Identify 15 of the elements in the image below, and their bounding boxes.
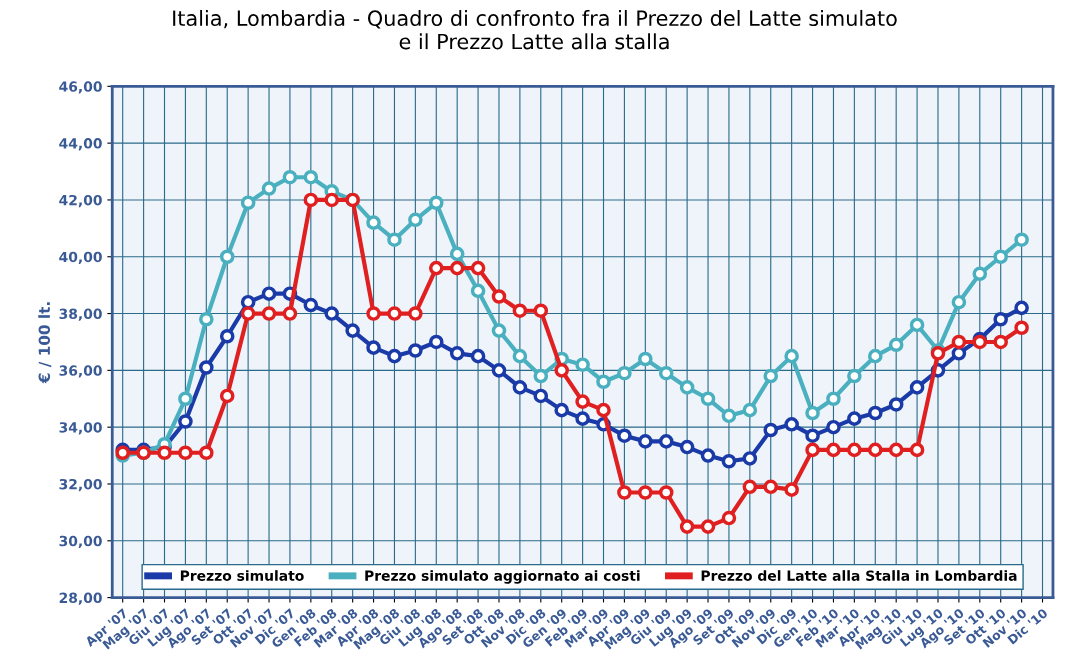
y-tick-label: 44,00 <box>59 138 102 151</box>
y-tick-label: 42,00 <box>59 194 102 208</box>
y-tick-label: 30,00 <box>59 535 102 549</box>
y-tick-label: 28,00 <box>59 592 102 605</box>
legend-label: Prezzo simulato aggiornato ai costi <box>365 570 640 584</box>
y-tick-label: 34,00 <box>59 422 102 435</box>
y-axis-title: € / 100 lt. <box>38 302 52 384</box>
y-tick-label: 36,00 <box>59 365 102 378</box>
chart-title: Italia, Lombardia - Quadro di confronto fra il Prezzo del Latte simulato e il Prezzo Latte alla stalla <box>173 9 897 50</box>
y-tick-label: 40,00 <box>59 251 102 264</box>
y-tick-label: 46,00 <box>59 81 102 94</box>
y-tick-label: 38,00 <box>59 308 102 321</box>
legend-label: Prezzo simulato <box>180 570 304 581</box>
legend-label: Prezzo del Latte alla Stalla in Lombardia <box>701 570 1017 581</box>
y-tick-label: 32,00 <box>59 478 102 492</box>
